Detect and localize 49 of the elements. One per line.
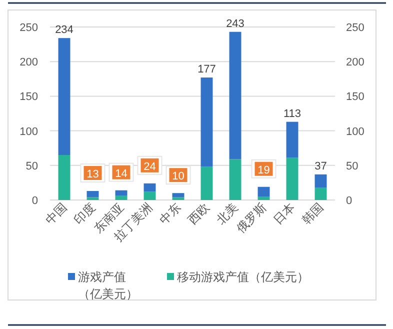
y-tick-label: 0: [32, 195, 38, 207]
bar: [86, 197, 99, 200]
bar: [229, 159, 242, 200]
x-tick-label: 韩国: [299, 200, 326, 228]
bar: [314, 188, 327, 200]
y-tick-label: 150: [20, 91, 38, 104]
bar: [144, 192, 156, 200]
x-tick-label: 中国: [42, 200, 70, 228]
y2-tick-label: 150: [346, 91, 364, 104]
bar: [286, 122, 298, 158]
total-label: 19: [258, 164, 270, 176]
x-tick-label: 中东: [156, 200, 184, 228]
y2-tick-label: 50: [346, 160, 358, 172]
bar: [144, 183, 156, 192]
bar: [58, 38, 70, 156]
bar: [172, 193, 184, 198]
y2-tick-label: 0: [346, 195, 352, 207]
y-tick-label: 100: [20, 126, 38, 138]
total-label: 234: [55, 24, 74, 36]
bar: [258, 186, 270, 197]
bar: [314, 174, 327, 188]
legend-label: 移动游戏产值（亿美元）: [177, 270, 309, 284]
bar: [258, 196, 270, 200]
x-tick-label: 西欧: [185, 200, 212, 228]
x-tick-label: 日本: [270, 200, 298, 228]
total-label: 113: [283, 108, 302, 120]
bar: [286, 158, 298, 200]
total-label: 14: [115, 168, 128, 180]
bar: [86, 191, 99, 198]
y2-tick-label: 250: [346, 22, 364, 34]
bar: [115, 196, 128, 200]
bar: [200, 166, 213, 200]
total-label: 177: [198, 64, 216, 76]
total-label: 10: [172, 170, 184, 183]
bar: [58, 155, 70, 200]
y-tick-label: 250: [20, 22, 38, 34]
total-label: 13: [86, 168, 99, 181]
total-label: 243: [226, 18, 244, 30]
y-tick-label: 50: [26, 160, 38, 172]
total-label: 24: [144, 160, 156, 173]
bar: [172, 197, 184, 200]
total-label: 37: [314, 160, 327, 172]
y2-tick-label: 200: [346, 56, 364, 69]
y2-tick-label: 100: [346, 126, 364, 138]
bar: [115, 190, 128, 196]
bar: [229, 32, 242, 160]
legend-label: 游戏产值（亿美元）: [78, 270, 138, 301]
y-tick-label: 200: [20, 56, 38, 69]
bar: [200, 78, 213, 167]
